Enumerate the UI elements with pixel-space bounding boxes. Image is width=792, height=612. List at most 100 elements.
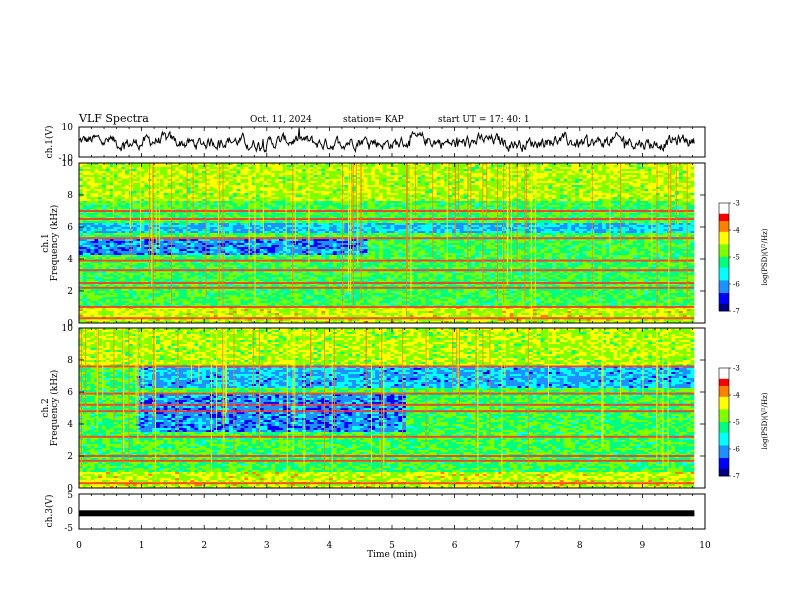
spectrogram-cell <box>663 163 668 166</box>
spectrogram-cell <box>225 187 230 190</box>
spectrogram-cell <box>652 187 657 190</box>
spectrogram-cell <box>563 187 568 190</box>
spectrogram-cell <box>155 191 161 194</box>
spectrogram-cell <box>444 199 449 202</box>
spectrogram-cell <box>478 203 484 206</box>
spectrogram-cell <box>452 205 457 208</box>
spectrogram-cell <box>682 183 688 186</box>
spectrogram-cell <box>575 179 580 182</box>
spectrogram-cell <box>286 189 291 192</box>
spectrogram-cell <box>252 175 257 178</box>
spectrogram-cell <box>648 185 653 188</box>
spectrogram-cell <box>513 199 518 202</box>
spectrogram-cell <box>82 179 88 182</box>
spectrogram-cell <box>232 173 238 176</box>
spectrogram-cell <box>159 183 165 186</box>
spectrogram-cell <box>555 173 561 176</box>
spectrogram-cell <box>398 189 403 192</box>
spectrogram-cell <box>625 189 630 192</box>
spectrogram-cell <box>382 175 388 178</box>
spectrogram-cell <box>690 181 695 184</box>
spectrogram-cell <box>367 179 372 182</box>
spectrogram-cell <box>475 191 480 194</box>
spectrogram-cell <box>613 193 618 196</box>
spectrogram-cell <box>463 205 468 208</box>
spectrogram-cell <box>609 181 614 184</box>
spectrogram-cell <box>294 163 299 166</box>
spectrogram-cell <box>86 191 91 194</box>
spectrogram-cell <box>663 193 668 196</box>
spectrogram-cell <box>613 171 618 174</box>
spectrogram-cell <box>690 189 695 192</box>
spectrogram-cell <box>617 193 622 196</box>
spectrogram-cell <box>675 187 680 190</box>
spectrogram-cell <box>678 167 684 170</box>
spectrogram-cell <box>271 181 276 184</box>
spectrogram-cell <box>636 165 641 168</box>
spectrogram-cell <box>417 203 422 206</box>
spectrogram-cell <box>436 169 441 172</box>
spectrogram-cell <box>436 203 441 206</box>
spectrogram-cell <box>605 191 611 194</box>
spectrogram-cell <box>594 197 599 200</box>
spectrogram-cell <box>352 167 357 170</box>
spectrogram-cell <box>121 175 126 178</box>
spectrogram-cell <box>336 193 341 196</box>
spectrogram-cell <box>398 203 403 206</box>
spectrogram-cell <box>382 171 388 174</box>
spectrogram-cell <box>452 193 457 196</box>
spectrogram-cell <box>321 169 326 172</box>
spectrogram-cell <box>652 193 657 196</box>
spectrogram-cell <box>278 179 284 182</box>
spectrogram-cell <box>609 199 614 202</box>
spectrogram-cell <box>667 165 672 168</box>
spectrogram-cell <box>436 189 441 192</box>
spectrogram-cell <box>367 169 372 172</box>
spectrogram-cell <box>282 183 288 186</box>
spectrogram-cell <box>536 205 541 208</box>
spectrogram-cell <box>390 165 395 168</box>
spectrogram-cell <box>594 185 599 188</box>
spectrogram-cell <box>202 169 207 172</box>
spectrogram-cell <box>678 201 684 204</box>
spectrogram-cell <box>659 187 664 190</box>
spectrogram-cell <box>552 189 557 192</box>
spectrogram-cell <box>517 167 522 170</box>
spectrogram-cell <box>194 193 199 196</box>
spectrogram-cell <box>144 203 149 206</box>
spectrogram-cell <box>632 191 638 194</box>
spectrogram-cell <box>521 167 526 170</box>
spectrogram-cell <box>98 175 103 178</box>
spectrogram-cell <box>398 177 403 180</box>
spectrogram-cell <box>321 179 326 182</box>
spectrogram-cell <box>594 189 599 192</box>
spectrogram-cell <box>182 183 188 186</box>
spectrogram-cell <box>602 171 607 174</box>
spectrogram-cell <box>617 181 622 184</box>
spectrogram-cell <box>171 167 176 170</box>
spectrogram-cell <box>659 177 664 180</box>
spectrogram-cell <box>259 205 265 208</box>
spectrogram-cell <box>171 197 176 200</box>
spectrogram-cell <box>240 191 245 194</box>
spectrogram-cell <box>163 181 168 184</box>
spectrogram-cell <box>375 181 380 184</box>
spectrogram-cell <box>613 167 618 170</box>
spectrogram-cell <box>559 171 564 174</box>
spectrogram-cell <box>144 185 149 188</box>
spectrogram-cell <box>513 167 518 170</box>
spectrogram-cell <box>617 179 622 182</box>
spectrogram-cell <box>548 189 553 192</box>
spectrogram-cell <box>675 189 680 192</box>
spectrogram-cell <box>394 197 399 200</box>
spectrogram-cell <box>640 167 645 170</box>
spectrogram-cell <box>275 195 280 198</box>
spectrogram-cell <box>405 177 411 180</box>
spectrogram-cell <box>152 173 157 176</box>
spectrogram-cell <box>594 179 599 182</box>
spectrogram-cell <box>371 167 376 170</box>
spectrogram-cell <box>294 171 299 174</box>
spectrogram-cell <box>563 191 568 194</box>
spectrogram-cell <box>671 175 676 178</box>
spectrogram-cell <box>167 171 172 174</box>
